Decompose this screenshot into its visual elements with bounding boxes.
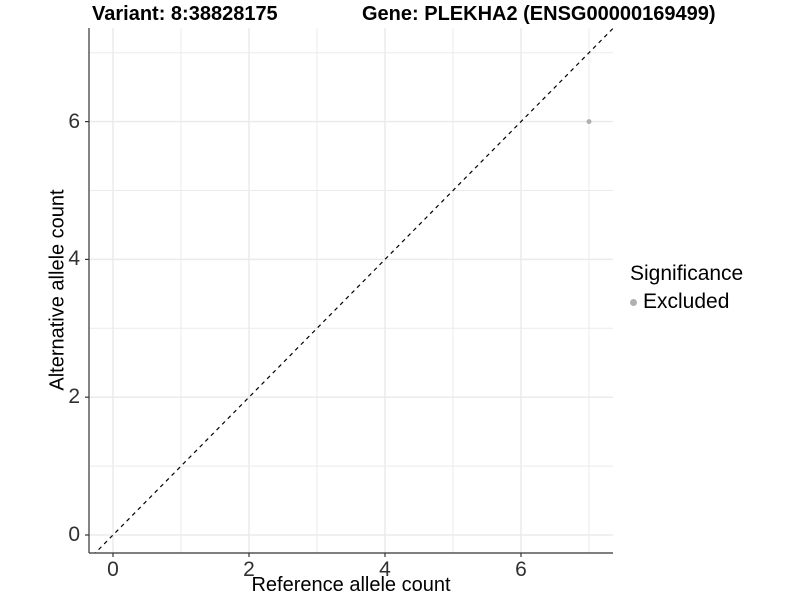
y-tick-label: 2 (68, 385, 80, 409)
data-point (586, 119, 592, 125)
legend-item-excluded: Excluded (630, 290, 743, 314)
legend: Significance Excluded (630, 262, 743, 314)
y-axis-title: Alternative allele count (46, 189, 69, 391)
y-tick-label: 4 (68, 247, 80, 271)
y-tick-label: 6 (68, 109, 80, 133)
y-tick-label: 0 (68, 523, 80, 546)
legend-title: Significance (630, 262, 744, 285)
x-axis-title: Reference allele count (251, 574, 451, 596)
legend-item-label: Excluded (643, 290, 730, 313)
x-tick-label: 2 (243, 558, 255, 581)
x-tick-label: 6 (515, 558, 527, 581)
plot-title-gene: Gene: PLEKHA2 (ENSG00000169499) (362, 3, 716, 25)
x-tick-label: 0 (107, 558, 119, 581)
legend-key-dot-icon (630, 298, 637, 306)
plot-title-variant: Variant: 8:38828175 (92, 3, 278, 25)
identity-dashed-line (94, 28, 613, 553)
x-tick-label: 4 (379, 558, 391, 581)
